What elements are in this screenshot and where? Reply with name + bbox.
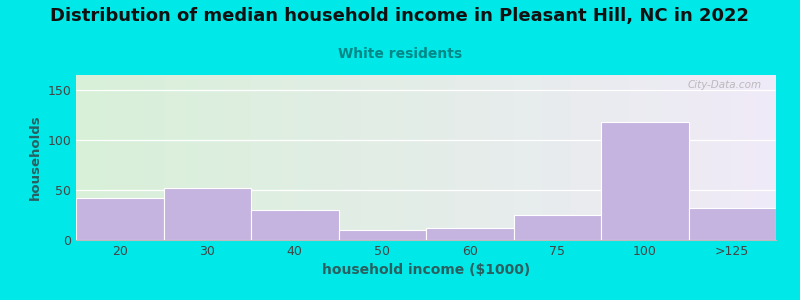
Bar (426, 228, 514, 240)
Bar (514, 215, 601, 240)
Bar (689, 208, 776, 240)
Bar (338, 230, 426, 240)
Text: Distribution of median household income in Pleasant Hill, NC in 2022: Distribution of median household income … (50, 8, 750, 26)
Bar (601, 122, 689, 240)
Text: White residents: White residents (338, 46, 462, 61)
Y-axis label: households: households (29, 115, 42, 200)
Bar (163, 188, 251, 240)
X-axis label: household income ($1000): household income ($1000) (322, 263, 530, 278)
Text: City-Data.com: City-Data.com (688, 80, 762, 90)
Bar (76, 198, 163, 240)
Bar (251, 210, 338, 240)
